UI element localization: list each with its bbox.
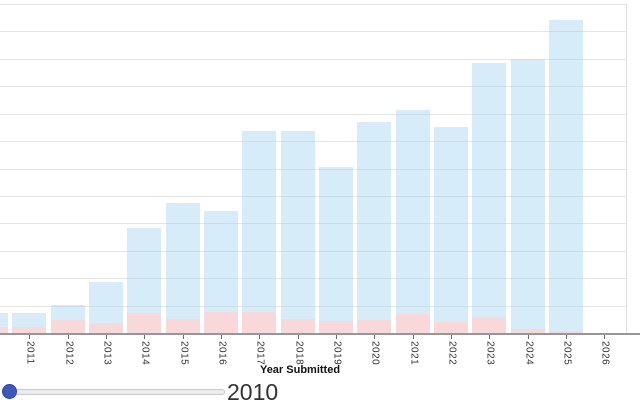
x-tick-label-2015: 2015 [178,341,190,366]
x-tick-2017 [259,335,260,339]
x-tick-2016 [221,335,222,339]
bar-total-2020[interactable] [357,122,392,333]
x-tick-2011 [29,335,30,339]
bar-highlight-2022[interactable] [433,322,468,333]
x-tick-2021 [413,335,414,339]
bar-total-2018[interactable] [280,131,315,333]
gridline [0,86,626,88]
gridline [0,113,626,115]
bar-highlight-2012[interactable] [50,320,85,333]
year-slider-value-label: 2010 [227,379,279,400]
x-tick-label-2011: 2011 [24,341,36,365]
gridline [0,141,626,143]
bar-highlight-2019[interactable] [318,321,353,333]
x-tick-2019 [336,335,337,339]
x-tick-label-2024: 2024 [523,341,535,366]
bar-highlight-2025[interactable] [548,331,583,333]
bar-highlight-2013[interactable] [89,323,123,333]
x-tick-2015 [183,335,184,339]
x-tick-label-2026: 2026 [599,341,611,366]
bar-total-2024[interactable] [510,58,545,333]
bar-highlight-2020[interactable] [357,320,392,333]
gridline [0,168,626,170]
bar-total-2025[interactable] [548,20,583,333]
plot-top-border [0,4,626,5]
gridline [0,31,626,33]
bar-total-2021[interactable] [395,109,430,333]
x-tick-label-2025: 2025 [561,341,573,366]
bar-total-2015[interactable] [165,203,200,333]
x-tick-label-2013: 2013 [101,341,113,366]
bar-total-2023[interactable] [472,63,507,333]
x-tick-label-2014: 2014 [139,341,151,366]
bar-total-2010[interactable] [0,313,8,333]
x-tick-2020 [374,335,375,339]
x-tick-2022 [451,335,452,339]
gridline [0,223,626,225]
bar-highlight-2011[interactable] [12,327,47,333]
x-tick-label-2018: 2018 [293,341,305,366]
gridline [0,195,626,197]
bar-highlight-2014[interactable] [127,313,162,333]
x-tick-label-2022: 2022 [446,341,458,366]
x-axis-title: Year Submitted [259,364,341,376]
x-tick-label-2023: 2023 [484,341,496,366]
x-tick-2026 [604,335,605,339]
bar-highlight-2016[interactable] [203,312,238,333]
bar-total-2017[interactable] [242,131,277,333]
x-tick-2024 [528,335,529,339]
gridline [0,58,626,60]
x-tick-label-2012: 2012 [63,341,75,366]
x-tick-label-2017: 2017 [254,341,266,366]
bar-highlight-2017[interactable] [242,312,277,333]
x-tick-2018 [298,335,299,339]
gridline [0,250,626,252]
x-tick-2012 [68,335,69,339]
x-tick-2013 [106,335,107,339]
x-tick-label-2021: 2021 [408,341,420,366]
x-tick-label-2020: 2020 [369,341,381,366]
bar-highlight-2010[interactable] [0,327,8,333]
x-axis-line [0,333,640,335]
x-tick-2025 [566,335,567,339]
bar-total-2022[interactable] [433,127,468,333]
bar-highlight-2018[interactable] [280,319,315,333]
bar-highlight-2015[interactable] [165,319,200,333]
plot-right-border [626,4,627,333]
gridline [0,305,626,307]
x-tick-2014 [144,335,145,339]
bar-total-2019[interactable] [318,167,353,333]
x-tick-2023 [489,335,490,339]
x-tick-label-2019: 2019 [331,341,343,366]
gridline [0,278,626,280]
x-tick-label-2016: 2016 [216,341,228,366]
bar-highlight-2024[interactable] [510,329,545,333]
bar-highlight-2023[interactable] [472,317,507,333]
year-slider-handle[interactable] [2,384,17,399]
bar-highlight-2021[interactable] [395,314,430,333]
year-slider-track[interactable] [7,389,225,395]
